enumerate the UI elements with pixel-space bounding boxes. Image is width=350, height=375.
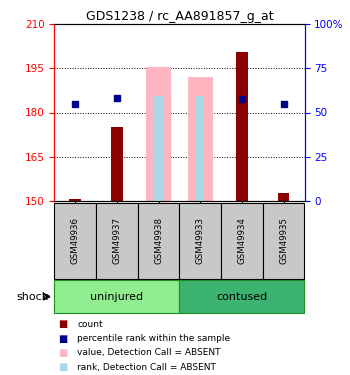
Bar [54, 280, 179, 313]
Bar [263, 202, 304, 279]
Bar [196, 96, 204, 201]
Text: GSM49936: GSM49936 [71, 217, 79, 264]
Text: GSM49935: GSM49935 [279, 217, 288, 264]
Bar [146, 67, 171, 201]
Text: percentile rank within the sample: percentile rank within the sample [77, 334, 230, 343]
Text: ■: ■ [58, 348, 67, 358]
Bar [138, 202, 179, 279]
Text: GSM49937: GSM49937 [112, 217, 121, 264]
Text: contused: contused [216, 292, 267, 302]
Bar [154, 96, 163, 201]
Text: GSM49938: GSM49938 [154, 217, 163, 264]
Bar [179, 280, 304, 313]
Bar [54, 202, 96, 279]
Bar [69, 199, 81, 201]
Bar [179, 202, 221, 279]
Text: ■: ■ [58, 320, 67, 329]
Text: rank, Detection Call = ABSENT: rank, Detection Call = ABSENT [77, 363, 216, 372]
Text: ■: ■ [58, 334, 67, 344]
Text: value, Detection Call = ABSENT: value, Detection Call = ABSENT [77, 348, 220, 357]
Bar [221, 202, 263, 279]
Bar [96, 202, 138, 279]
Text: GSM49934: GSM49934 [237, 217, 246, 264]
Text: uninjured: uninjured [90, 292, 144, 302]
Text: GSM49933: GSM49933 [196, 217, 205, 264]
Text: shock: shock [17, 292, 49, 302]
Bar [111, 127, 122, 201]
Bar [188, 77, 213, 201]
Title: GDS1238 / rc_AA891857_g_at: GDS1238 / rc_AA891857_g_at [85, 10, 273, 23]
Text: ■: ■ [58, 362, 67, 372]
Bar [278, 193, 289, 201]
Text: count: count [77, 320, 103, 329]
Bar [236, 52, 248, 201]
